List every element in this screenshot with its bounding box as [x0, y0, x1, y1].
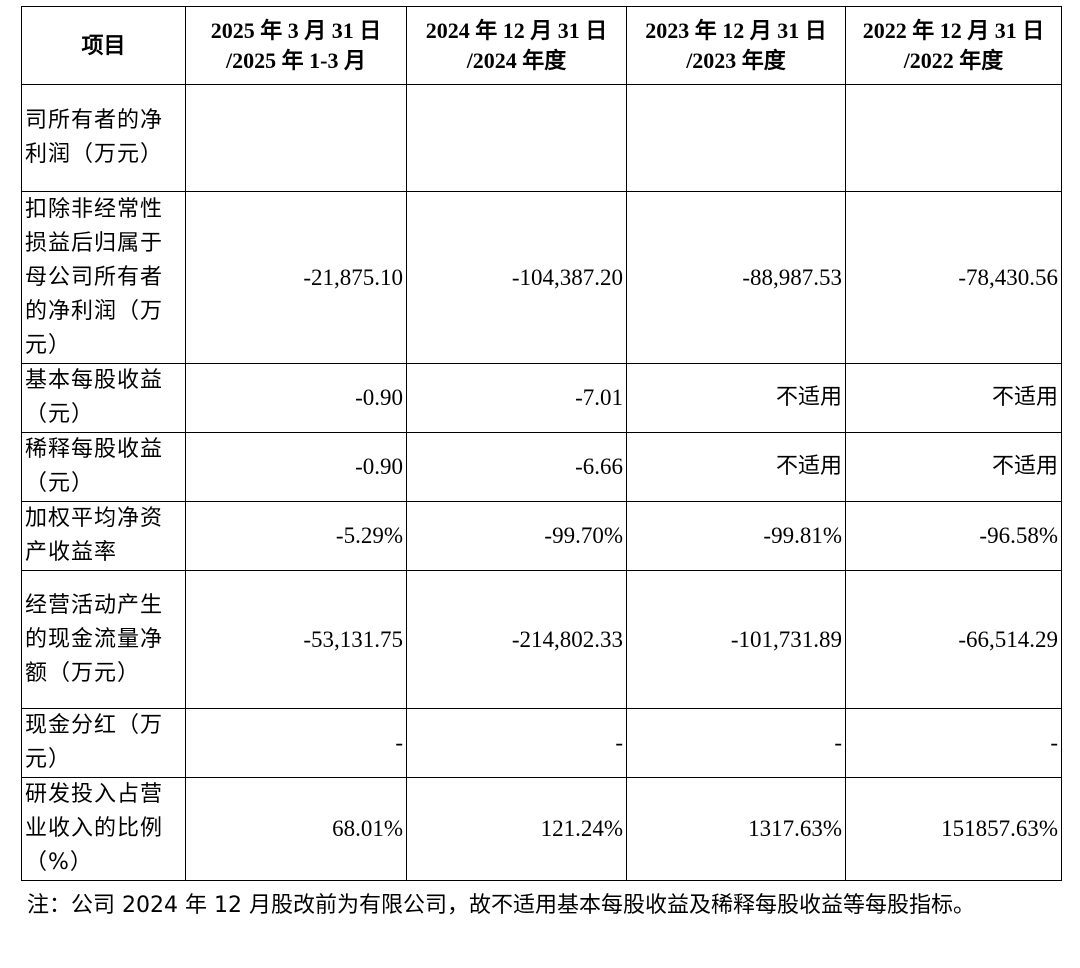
- cell-value: [845, 84, 1062, 192]
- table-header-row: 项目 2025 年 3 月 31 日/2025 年 1-3 月 2024 年 1…: [21, 6, 1062, 85]
- cell-value: -214,802.33: [406, 570, 627, 709]
- table-row: 研发投入占营业收入的比例（%） 68.01% 121.24% 1317.63% …: [21, 777, 1062, 881]
- row-label: 经营活动产生的现金流量净额（万元）: [21, 570, 186, 709]
- cell-value: 不适用: [845, 432, 1062, 502]
- table-row: 扣除非经常性损益后归属于母公司所有者的净利润（万元） -21,875.10 -1…: [21, 191, 1062, 364]
- cell-value: 不适用: [626, 432, 846, 502]
- table-row: 稀释每股收益（元） -0.90 -6.66 不适用 不适用: [21, 432, 1062, 502]
- header-item: 项目: [21, 6, 186, 85]
- cell-value: [406, 84, 627, 192]
- cell-value: -: [845, 708, 1062, 778]
- cell-value: -53,131.75: [185, 570, 407, 709]
- header-period-2022: 2022 年 12 月 31 日/2022 年度: [845, 6, 1062, 85]
- cell-value: -96.58%: [845, 501, 1062, 571]
- header-period-2024: 2024 年 12 月 31 日/2024 年度: [406, 6, 627, 85]
- cell-value: 151857.63%: [845, 777, 1062, 881]
- cell-value: -0.90: [185, 363, 407, 433]
- financial-indicators-table: 项目 2025 年 3 月 31 日/2025 年 1-3 月 2024 年 1…: [21, 6, 1062, 881]
- cell-value: 不适用: [845, 363, 1062, 433]
- row-label: 研发投入占营业收入的比例（%）: [21, 777, 186, 881]
- cell-value: -: [626, 708, 846, 778]
- row-label: 现金分红（万元）: [21, 708, 186, 778]
- table-row: 经营活动产生的现金流量净额（万元） -53,131.75 -214,802.33…: [21, 570, 1062, 709]
- cell-value: [185, 84, 407, 192]
- cell-value: 68.01%: [185, 777, 407, 881]
- cell-value: 121.24%: [406, 777, 627, 881]
- cell-value: -101,731.89: [626, 570, 846, 709]
- cell-value: -5.29%: [185, 501, 407, 571]
- row-label: 加权平均净资产收益率: [21, 501, 186, 571]
- cell-value: -99.81%: [626, 501, 846, 571]
- table-row: 现金分红（万元） - - - -: [21, 708, 1062, 778]
- table-row: 司所有者的净利润（万元）: [21, 84, 1062, 192]
- table-row: 加权平均净资产收益率 -5.29% -99.70% -99.81% -96.58…: [21, 501, 1062, 571]
- cell-value: -66,514.29: [845, 570, 1062, 709]
- row-label: 稀释每股收益（元）: [21, 432, 186, 502]
- cell-value: -6.66: [406, 432, 627, 502]
- table-footnote: 注：公司 2024 年 12 月股改前为有限公司，故不适用基本每股收益及稀释每股…: [27, 893, 975, 918]
- cell-value: -21,875.10: [185, 191, 407, 364]
- cell-value: -88,987.53: [626, 191, 846, 364]
- header-period-2023: 2023 年 12 月 31 日/2023 年度: [626, 6, 846, 85]
- row-label: 基本每股收益（元）: [21, 363, 186, 433]
- table-row: 基本每股收益（元） -0.90 -7.01 不适用 不适用: [21, 363, 1062, 433]
- header-period-2025q1: 2025 年 3 月 31 日/2025 年 1-3 月: [185, 6, 407, 85]
- row-label: 扣除非经常性损益后归属于母公司所有者的净利润（万元）: [21, 191, 186, 364]
- cell-value: -: [406, 708, 627, 778]
- cell-value: 不适用: [626, 363, 846, 433]
- cell-value: -99.70%: [406, 501, 627, 571]
- cell-value: -7.01: [406, 363, 627, 433]
- cell-value: -: [185, 708, 407, 778]
- cell-value: 1317.63%: [626, 777, 846, 881]
- cell-value: -0.90: [185, 432, 407, 502]
- cell-value: [626, 84, 846, 192]
- cell-value: -78,430.56: [845, 191, 1062, 364]
- row-label: 司所有者的净利润（万元）: [21, 84, 186, 192]
- cell-value: -104,387.20: [406, 191, 627, 364]
